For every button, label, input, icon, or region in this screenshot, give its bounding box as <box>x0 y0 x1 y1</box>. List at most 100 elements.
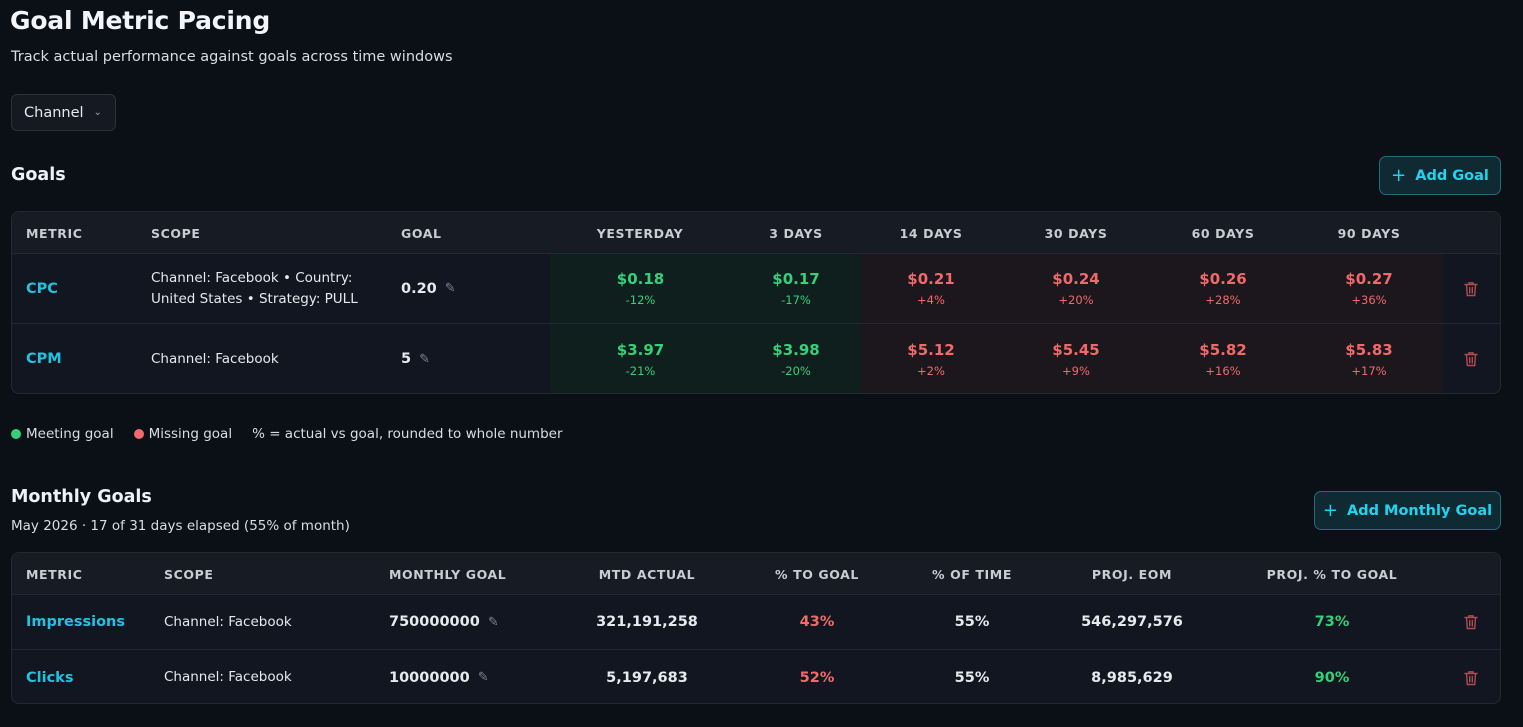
delete-cell <box>1464 595 1478 649</box>
window-cell-90-days: $0.27 +36% <box>1295 254 1443 323</box>
metric-cell: CPM <box>26 324 62 393</box>
delete-cell <box>1464 650 1478 703</box>
window-cell-14-days: $0.21 +4% <box>861 254 1001 323</box>
window-pct: +28% <box>1205 293 1241 307</box>
table-row: Clicks Channel: Facebook 10000000 ✎ 5,19… <box>12 650 1500 703</box>
legend: Meeting goal Missing goal % = actual vs … <box>11 426 563 442</box>
window-pct: -12% <box>625 293 656 307</box>
window-pct: +20% <box>1058 293 1094 307</box>
window-value: $3.98 <box>772 340 820 359</box>
col-header-mtd-actual: MTD ACTUAL <box>598 566 696 582</box>
monthly-goal-cell: 10000000 ✎ <box>389 650 489 703</box>
col-header-proj-eom: PROJ. EOM <box>1091 566 1173 582</box>
window-cell-30-days: $5.45 +9% <box>1001 324 1151 393</box>
page-title: Goal Metric Pacing <box>10 6 271 35</box>
window-cell-60-days: $0.26 +28% <box>1151 254 1295 323</box>
window-cell-yesterday: $3.97 -21% <box>550 324 731 393</box>
window-cell-3-days: $3.98 -20% <box>731 324 861 393</box>
add-monthly-goal-label: Add Monthly Goal <box>1347 502 1493 519</box>
channel-dropdown-label: Channel <box>24 104 84 121</box>
monthly-section-title: Monthly Goals <box>11 487 152 507</box>
table-row: CPM Channel: Facebook 5 ✎ $3.97 -21% $3.… <box>12 324 1500 393</box>
scope-cell: Channel: Facebook <box>164 613 292 630</box>
col-header-proj-pct-to-goal: PROJ. % TO GOAL <box>1266 566 1398 582</box>
plus-icon: + <box>1322 499 1338 521</box>
monthly-table-header: METRIC SCOPE MONTHLY GOAL MTD ACTUAL % T… <box>12 553 1500 595</box>
col-header-14-days: 14 DAYS <box>899 225 963 241</box>
trash-icon[interactable] <box>1464 281 1478 297</box>
add-goal-label: Add Goal <box>1415 167 1489 184</box>
window-pct: +16% <box>1205 363 1241 378</box>
window-cell-14-days: $5.12 +2% <box>861 324 1001 393</box>
legend-meeting: Meeting goal <box>11 426 114 442</box>
pencil-icon[interactable]: ✎ <box>419 351 430 367</box>
legend-missing-label: Missing goal <box>148 426 233 442</box>
window-cell-yesterday: $0.18 -12% <box>550 254 731 323</box>
pencil-icon[interactable]: ✎ <box>487 614 499 630</box>
add-goal-button[interactable]: + Add Goal <box>1379 156 1501 195</box>
mtd-actual: 321,191,258 <box>596 614 698 630</box>
col-header-goal: GOAL <box>401 225 442 241</box>
scope-cell: Channel: Facebook <box>151 324 279 393</box>
monthly-subtitle: May 2026 · 17 of 31 days elapsed (55% of… <box>11 518 350 534</box>
metric-cell: Impressions <box>26 595 125 649</box>
proj-pct-to-goal: 73% <box>1314 614 1350 630</box>
window-pct: +2% <box>917 363 945 378</box>
window-pct: +4% <box>917 293 945 307</box>
window-value: $0.24 <box>1052 270 1100 288</box>
pencil-icon[interactable]: ✎ <box>477 670 489 685</box>
window-value: $0.26 <box>1199 270 1247 288</box>
col-header-scope: SCOPE <box>151 225 201 241</box>
window-value: $5.45 <box>1052 340 1100 359</box>
col-header-30-days: 30 DAYS <box>1044 225 1108 241</box>
window-pct: -21% <box>625 363 656 378</box>
window-pct: +9% <box>1062 363 1090 378</box>
trash-icon[interactable] <box>1464 614 1478 630</box>
scope-line: Channel: Facebook <box>151 350 279 367</box>
table-row: CPC Channel: Facebook • Country: United … <box>12 254 1500 324</box>
add-monthly-goal-button[interactable]: + Add Monthly Goal <box>1314 491 1501 530</box>
metric-link-impressions[interactable]: Impressions <box>26 614 126 630</box>
window-value: $0.21 <box>907 270 955 288</box>
metric-link-cpm[interactable]: CPM <box>26 351 62 367</box>
page-subtitle: Track actual performance against goals a… <box>11 49 453 65</box>
proj-pct-to-goal: 90% <box>1314 669 1350 686</box>
trash-icon[interactable] <box>1464 670 1478 686</box>
goals-section-title: Goals <box>11 165 66 185</box>
window-value: $0.18 <box>616 270 665 288</box>
red-dot-icon <box>133 429 144 439</box>
metric-link-clicks[interactable]: Clicks <box>26 669 74 686</box>
legend-meeting-label: Meeting goal <box>26 426 114 442</box>
window-pct: +36% <box>1351 293 1387 307</box>
col-header-60-days: 60 DAYS <box>1191 225 1255 241</box>
col-header-3-days: 3 DAYS <box>769 225 823 241</box>
pct-to-goal: 52% <box>799 669 835 686</box>
window-cell-3-days: $0.17 -17% <box>731 254 861 323</box>
window-cell-90-days: $5.83 +17% <box>1295 324 1443 393</box>
col-header-pct-to-goal: % TO GOAL <box>775 566 859 582</box>
proj-eom: 8,985,629 <box>1091 669 1173 686</box>
window-value: $3.97 <box>616 340 665 359</box>
channel-dropdown[interactable]: Channel ⌄ <box>11 94 116 131</box>
scope-line: United States • Strategy: PULL <box>151 290 358 307</box>
col-header-metric: METRIC <box>26 225 83 241</box>
goal-value: 0.20 <box>401 280 437 297</box>
window-value: $0.27 <box>1345 270 1393 288</box>
monthly-goal-cell: 750000000 ✎ <box>389 595 499 649</box>
scope-cell: Channel: Facebook • Country: United Stat… <box>151 254 358 323</box>
metric-link-cpc[interactable]: CPC <box>26 280 58 297</box>
trash-icon[interactable] <box>1464 351 1478 367</box>
chevron-down-icon: ⌄ <box>93 107 102 118</box>
proj-eom: 546,297,576 <box>1081 614 1183 630</box>
pct-of-time: 55% <box>954 614 990 630</box>
window-value: $5.83 <box>1345 340 1393 359</box>
monthly-goals-table: METRIC SCOPE MONTHLY GOAL MTD ACTUAL % T… <box>11 552 1501 704</box>
pencil-icon[interactable]: ✎ <box>444 281 456 296</box>
window-cell-60-days: $5.82 +16% <box>1151 324 1295 393</box>
goal-cell: 0.20 ✎ <box>401 254 456 323</box>
col-header-metric: METRIC <box>26 566 83 582</box>
window-cell-30-days: $0.24 +20% <box>1001 254 1151 323</box>
window-pct: +17% <box>1351 363 1387 378</box>
goals-table: METRIC SCOPE GOAL YESTERDAY 3 DAYS 14 DA… <box>11 211 1501 394</box>
goals-table-header: METRIC SCOPE GOAL YESTERDAY 3 DAYS 14 DA… <box>12 212 1500 254</box>
